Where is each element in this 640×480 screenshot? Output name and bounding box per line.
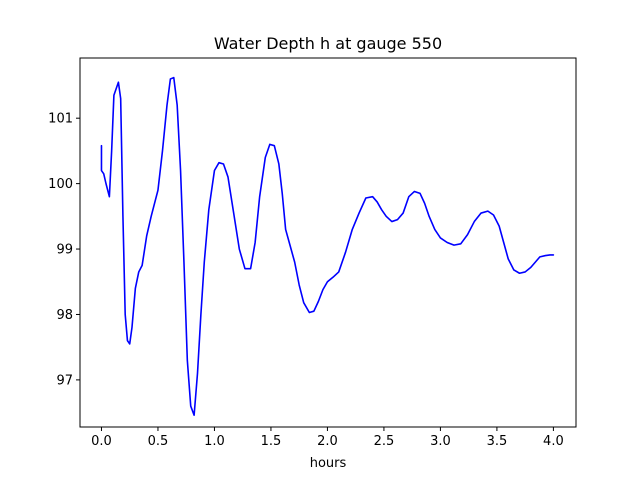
chart-title: Water Depth h at gauge 550 [214, 34, 442, 53]
x-axis-label: hours [310, 456, 347, 471]
x-tick-label: 1.0 [204, 434, 225, 449]
axes-frame [79, 57, 577, 428]
y-tick-label: 99 [56, 243, 73, 258]
water-depth-line [100, 76, 555, 417]
x-tick-label: 0.5 [148, 434, 169, 449]
plot-area [79, 57, 577, 428]
x-tick-label: 1.5 [261, 434, 282, 449]
x-axis: 0.0 0.5 1.0 1.5 2.0 2.5 3.0 3.5 4.0 [91, 427, 564, 449]
y-axis: 97 98 99 100 101 [48, 112, 80, 388]
x-tick-label: 4.0 [543, 434, 564, 449]
y-tick-label: 97 [56, 373, 73, 388]
x-tick-label: 3.0 [430, 434, 451, 449]
x-tick-label: 2.5 [374, 434, 395, 449]
y-tick-label: 101 [48, 112, 73, 127]
y-tick-label: 98 [56, 308, 73, 323]
x-tick-label: 3.5 [487, 434, 508, 449]
x-tick-label: 0.0 [91, 434, 112, 449]
x-tick-label: 2.0 [317, 434, 338, 449]
y-tick-label: 100 [48, 177, 73, 192]
